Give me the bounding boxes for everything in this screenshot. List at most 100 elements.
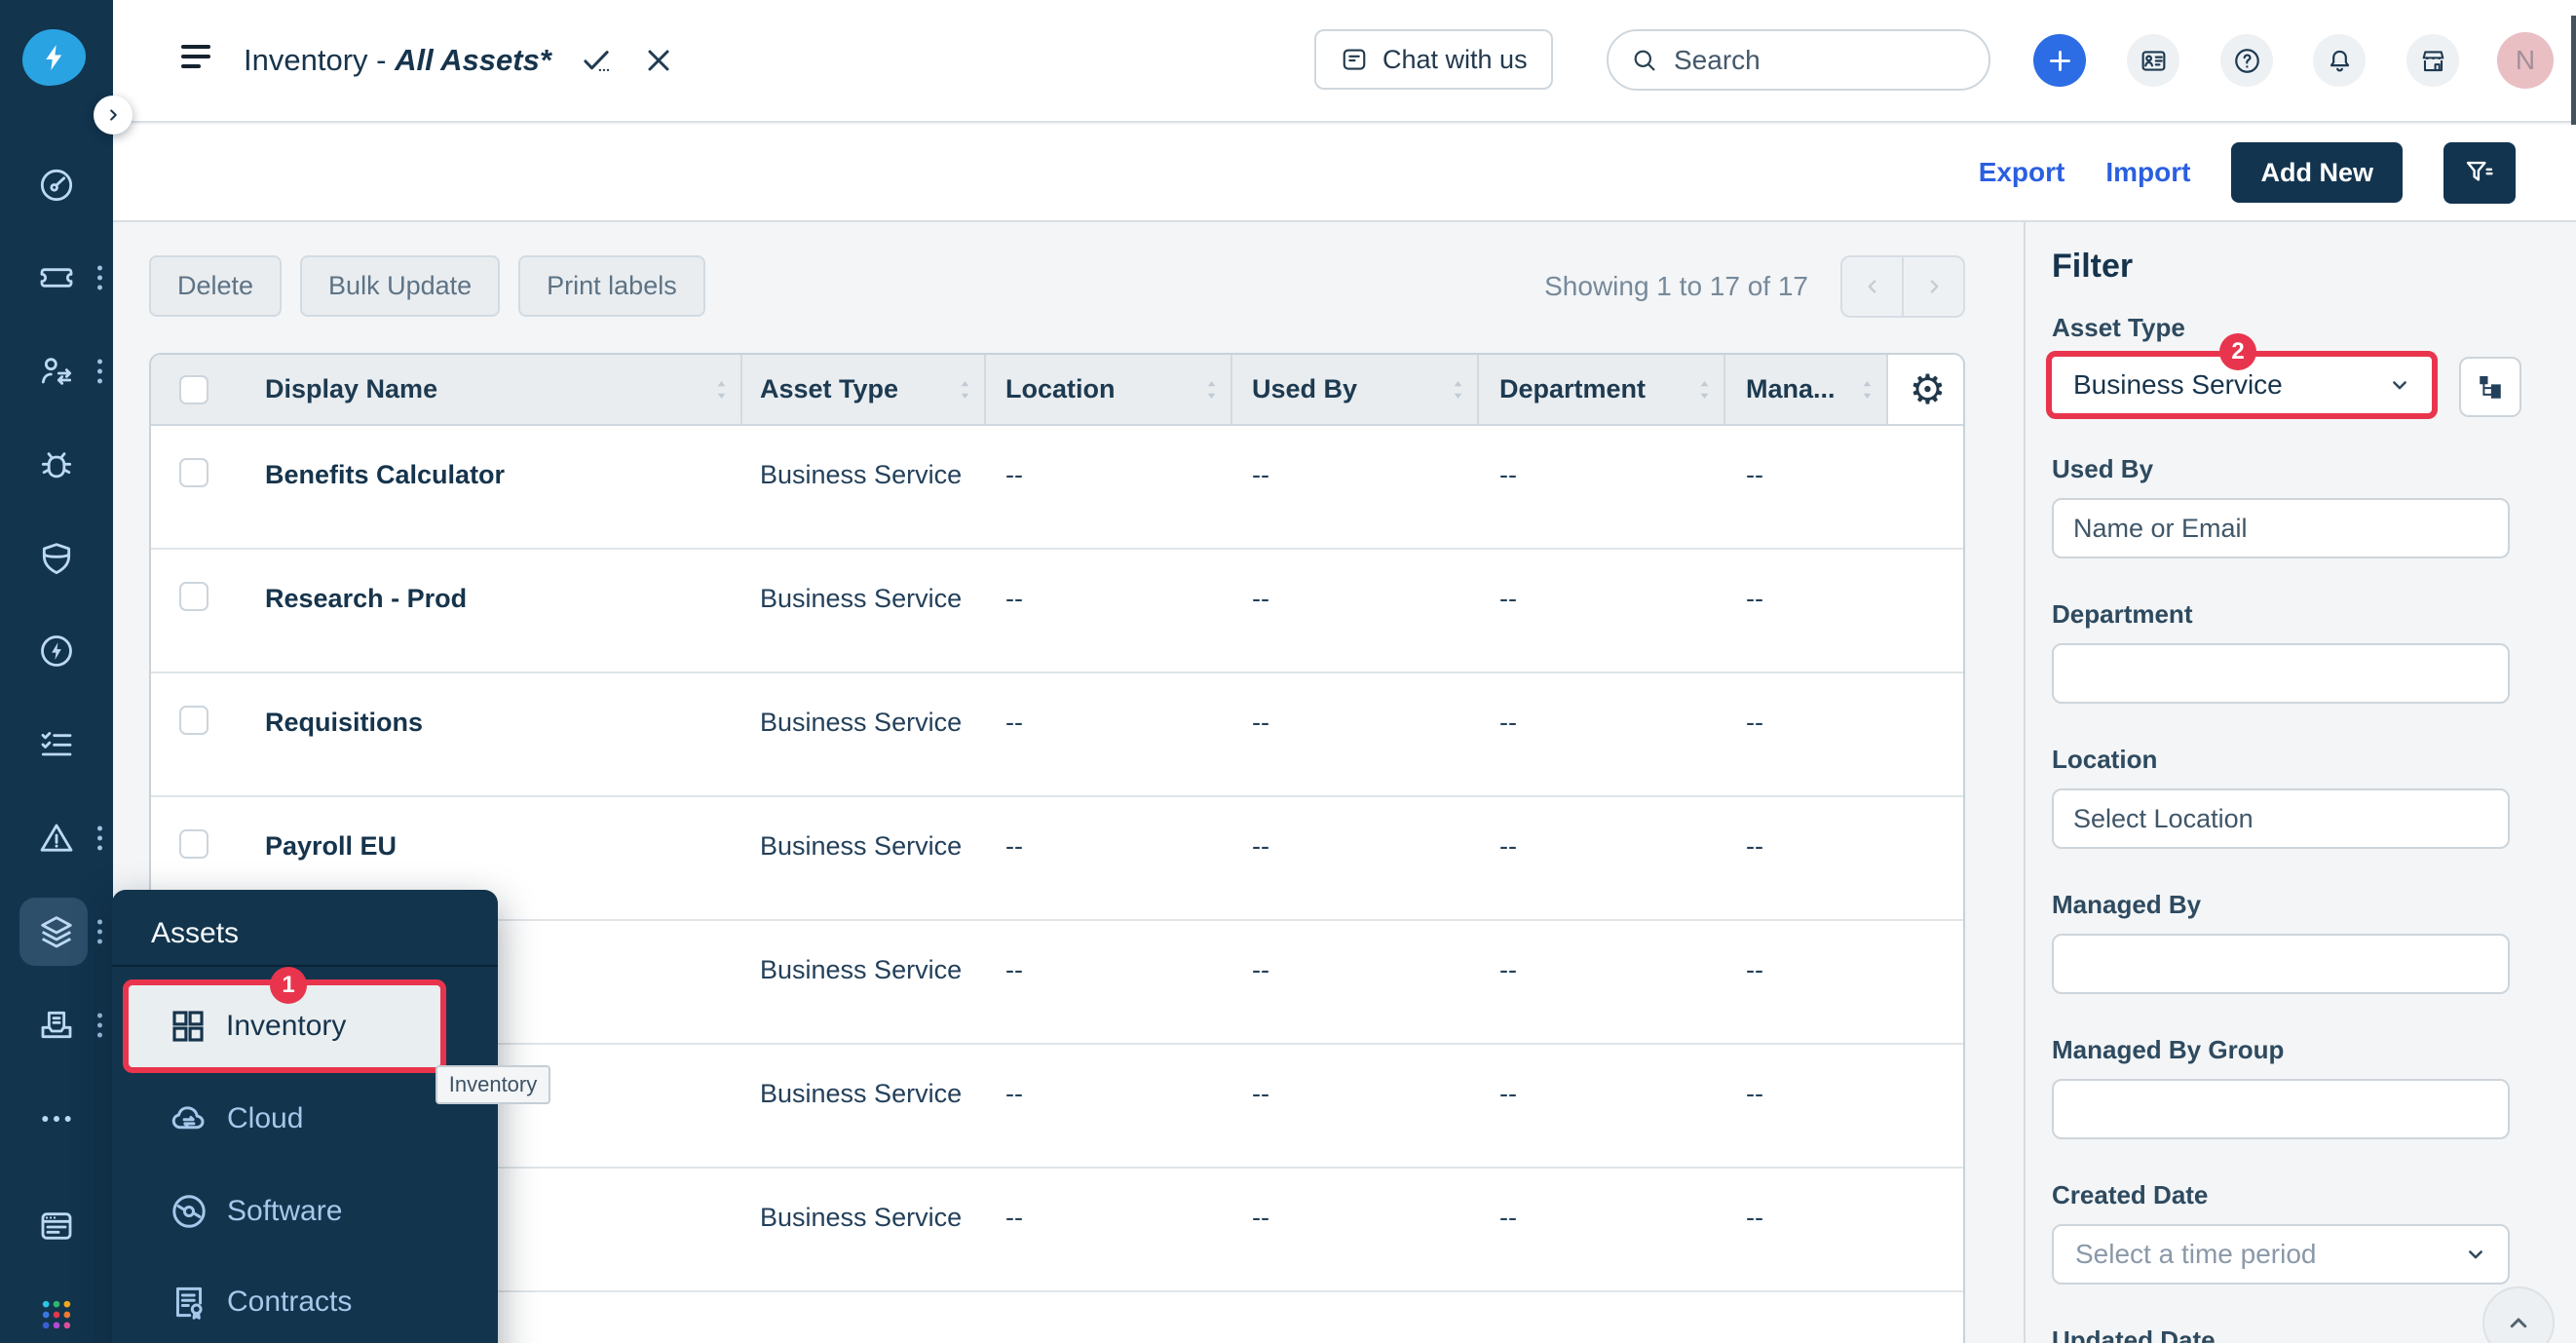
input-managed-by[interactable] <box>2052 934 2510 994</box>
sidebar-item-gauge[interactable] <box>0 148 113 222</box>
sidebar-item-checklist[interactable] <box>0 708 113 782</box>
sidebar-expand-button[interactable] <box>94 96 133 134</box>
column-header-used-by[interactable]: Used By <box>1232 355 1479 424</box>
row-checkbox[interactable] <box>179 706 208 735</box>
sidebar-item-apps-grid[interactable] <box>0 1278 113 1343</box>
sidebar-item-bolt-circle[interactable] <box>0 614 113 688</box>
grid-icon <box>168 1006 208 1047</box>
input-managed-by-group[interactable] <box>2052 1079 2510 1139</box>
asset-name-cell[interactable]: Research - Prod <box>240 550 742 672</box>
next-page-button[interactable] <box>1902 257 1963 316</box>
shield-icon <box>37 539 76 578</box>
sidebar-item-layers[interactable] <box>0 895 113 969</box>
kebab-menu-icon[interactable] <box>94 916 106 948</box>
asset-type-hierarchy-button[interactable] <box>2459 357 2521 417</box>
hamburger-menu-icon[interactable] <box>181 45 210 76</box>
asset-cell-asset-type: Business Service <box>742 1045 986 1167</box>
column-header-label: Mana... <box>1746 374 1836 404</box>
create-new-button[interactable] <box>2033 34 2086 87</box>
menu-item-software[interactable]: Software <box>112 1177 498 1246</box>
row-checkbox-cell <box>151 673 240 795</box>
save-view-check-icon[interactable] <box>579 43 614 78</box>
search-input[interactable] <box>1674 45 1927 76</box>
filter-toggle-button[interactable] <box>2443 142 2516 204</box>
column-header-label: Display Name <box>265 374 437 404</box>
caret-sort-icon[interactable] <box>1204 377 1219 403</box>
input-department[interactable] <box>2052 643 2510 704</box>
marketplace-button[interactable] <box>2406 34 2459 87</box>
global-search[interactable] <box>1607 29 1990 91</box>
help-button[interactable] <box>2220 34 2273 87</box>
table-row[interactable]: Research - ProdBusiness Service-------- <box>151 550 1963 673</box>
sidebar-item-bug[interactable] <box>0 428 113 502</box>
column-header-department[interactable]: Department <box>1479 355 1725 424</box>
kebab-menu-icon[interactable] <box>94 1010 106 1042</box>
user-avatar[interactable]: N <box>2497 32 2554 89</box>
input-location[interactable] <box>2052 788 2510 849</box>
sidebar-item-window-list[interactable] <box>0 1189 113 1263</box>
add-new-button[interactable]: Add New <box>2231 142 2403 203</box>
asset-name-cell[interactable]: Requisitions <box>240 673 742 795</box>
print-labels-label: Print labels <box>547 271 677 301</box>
sidebar-item-shield[interactable] <box>0 521 113 595</box>
annotation-badge: 2 <box>2219 333 2256 370</box>
pagination-summary: Showing 1 to 17 of 17 <box>1544 255 1808 317</box>
table-row[interactable]: RequisitionsBusiness Service-------- <box>151 673 1963 797</box>
top-bar: Inventory - All Assets* Chat with us N <box>113 0 2576 123</box>
column-header-mana[interactable]: Mana... <box>1725 355 1886 424</box>
select-all-checkbox[interactable] <box>179 375 208 404</box>
table-settings-button[interactable]: ⚙︎ <box>1886 355 1965 424</box>
kebab-menu-icon[interactable] <box>94 262 106 294</box>
row-checkbox[interactable] <box>179 582 208 611</box>
filter-field-label: Department <box>2052 599 2576 630</box>
sidebar-item-person-arrows[interactable] <box>0 334 113 408</box>
column-header-location[interactable]: Location <box>986 355 1232 424</box>
contacts-card-button[interactable] <box>2127 34 2179 87</box>
notifications-button[interactable] <box>2313 34 2366 87</box>
chat-button-label: Chat with us <box>1383 45 1528 75</box>
asset-cell-location <box>986 1292 1232 1343</box>
kebab-menu-icon[interactable] <box>94 356 106 388</box>
asset-cell-department: -- <box>1479 1045 1725 1167</box>
chat-icon <box>1340 45 1369 74</box>
import-link[interactable]: Import <box>2105 157 2190 188</box>
caret-sort-icon[interactable] <box>1860 377 1875 403</box>
column-header-display-name[interactable]: Display Name <box>240 355 742 424</box>
kebab-menu-icon[interactable] <box>94 823 106 855</box>
input-used-by[interactable] <box>2052 498 2510 558</box>
sidebar-item-more-dots[interactable] <box>0 1082 113 1156</box>
pagination <box>1840 255 1965 318</box>
chat-with-us-button[interactable]: Chat with us <box>1314 29 1553 90</box>
caret-sort-icon[interactable] <box>1697 377 1712 403</box>
select-created-date[interactable]: Select a time period <box>2052 1224 2510 1285</box>
filter-field-created-date: Created DateSelect a time period <box>2052 1180 2576 1285</box>
prev-page-button[interactable] <box>1842 257 1902 316</box>
column-header-asset-type[interactable]: Asset Type <box>742 355 986 424</box>
export-link[interactable]: Export <box>1979 157 2065 188</box>
id-card-icon <box>2139 46 2169 76</box>
filter-panel-title: Filter <box>2052 248 2576 286</box>
scrollbar-thumb[interactable] <box>2571 16 2576 125</box>
asset-cell-location: -- <box>986 921 1232 1043</box>
table-row[interactable]: Benefits CalculatorBusiness Service-----… <box>151 426 1963 550</box>
filter-field-label: Location <box>2052 745 2576 775</box>
asset-name-cell[interactable]: Benefits Calculator <box>240 426 742 548</box>
row-checkbox[interactable] <box>179 829 208 859</box>
print-labels-button[interactable]: Print labels <box>518 255 705 317</box>
sidebar-item-print-doc[interactable] <box>0 988 113 1062</box>
menu-item-contracts[interactable]: Contracts <box>112 1268 498 1336</box>
bulk-update-button[interactable]: Bulk Update <box>300 255 500 317</box>
close-view-icon[interactable] <box>641 43 676 78</box>
caret-sort-icon[interactable] <box>1451 377 1465 403</box>
row-checkbox[interactable] <box>179 458 208 487</box>
freshservice-logo[interactable] <box>22 29 86 86</box>
caret-sort-icon[interactable] <box>714 377 729 403</box>
sidebar-item-ticket[interactable] <box>0 241 113 315</box>
asset-cell-mana <box>1725 1292 1886 1343</box>
asset-cell-department: -- <box>1479 921 1725 1043</box>
delete-button[interactable]: Delete <box>149 255 282 317</box>
sidebar-item-alert-triangle[interactable] <box>0 801 113 875</box>
chevron-up-icon <box>2501 1305 2536 1340</box>
annotation-badge: 1 <box>270 967 307 1004</box>
caret-sort-icon[interactable] <box>958 377 972 403</box>
